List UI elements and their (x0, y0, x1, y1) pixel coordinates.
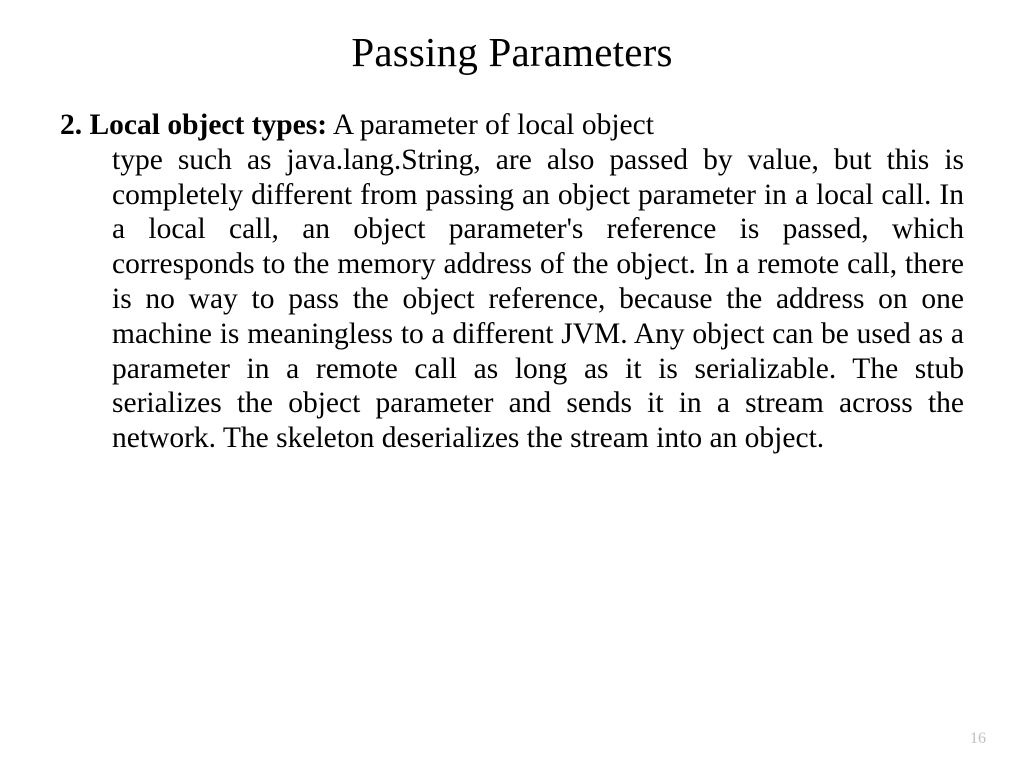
slide-body: 2. Local object types: A parameter of lo… (60, 108, 964, 456)
slide-title: Passing Parameters (60, 28, 964, 76)
item-heading: Local object types: (90, 109, 328, 141)
item-number: 2. (60, 109, 82, 141)
slide: Passing Parameters 2. Local object types… (0, 0, 1024, 768)
body-rest: type such as java.lang.String, are also … (60, 143, 964, 456)
first-line-tail: A parameter of local object (333, 109, 654, 141)
page-number: 16 (970, 730, 986, 748)
